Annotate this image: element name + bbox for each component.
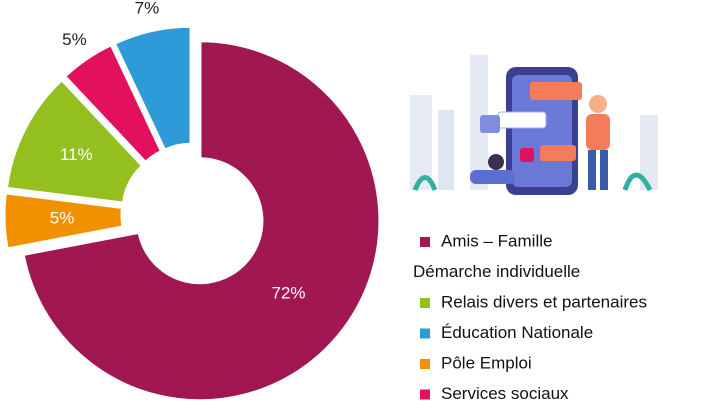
value-label: 5%	[50, 209, 75, 228]
donut-segment	[4, 77, 145, 205]
donut-segment	[2, 191, 125, 251]
donut-segment	[62, 42, 164, 165]
legend-label: Démarche individuelle	[413, 262, 580, 281]
legend-swatch	[420, 328, 430, 339]
donut-segment	[112, 24, 193, 153]
legend-label: Amis – Famille	[441, 231, 552, 250]
legend-swatch	[420, 298, 430, 308]
legend-label: Relais divers et partenaires	[441, 292, 647, 311]
value-label: 11%	[60, 145, 93, 164]
donut-segment	[21, 39, 382, 403]
illustration	[410, 55, 658, 195]
value-label: 7%	[135, 0, 160, 18]
legend-swatch	[420, 359, 430, 369]
value-label: 72%	[272, 284, 306, 303]
legend-label: Pôle Emploi	[441, 353, 532, 372]
value-label: 5%	[62, 30, 87, 49]
legend-label: Éducation Nationale	[441, 323, 593, 342]
legend-swatch	[420, 389, 430, 400]
legend-label: Services sociaux	[441, 384, 569, 403]
legend-swatch	[420, 237, 430, 247]
